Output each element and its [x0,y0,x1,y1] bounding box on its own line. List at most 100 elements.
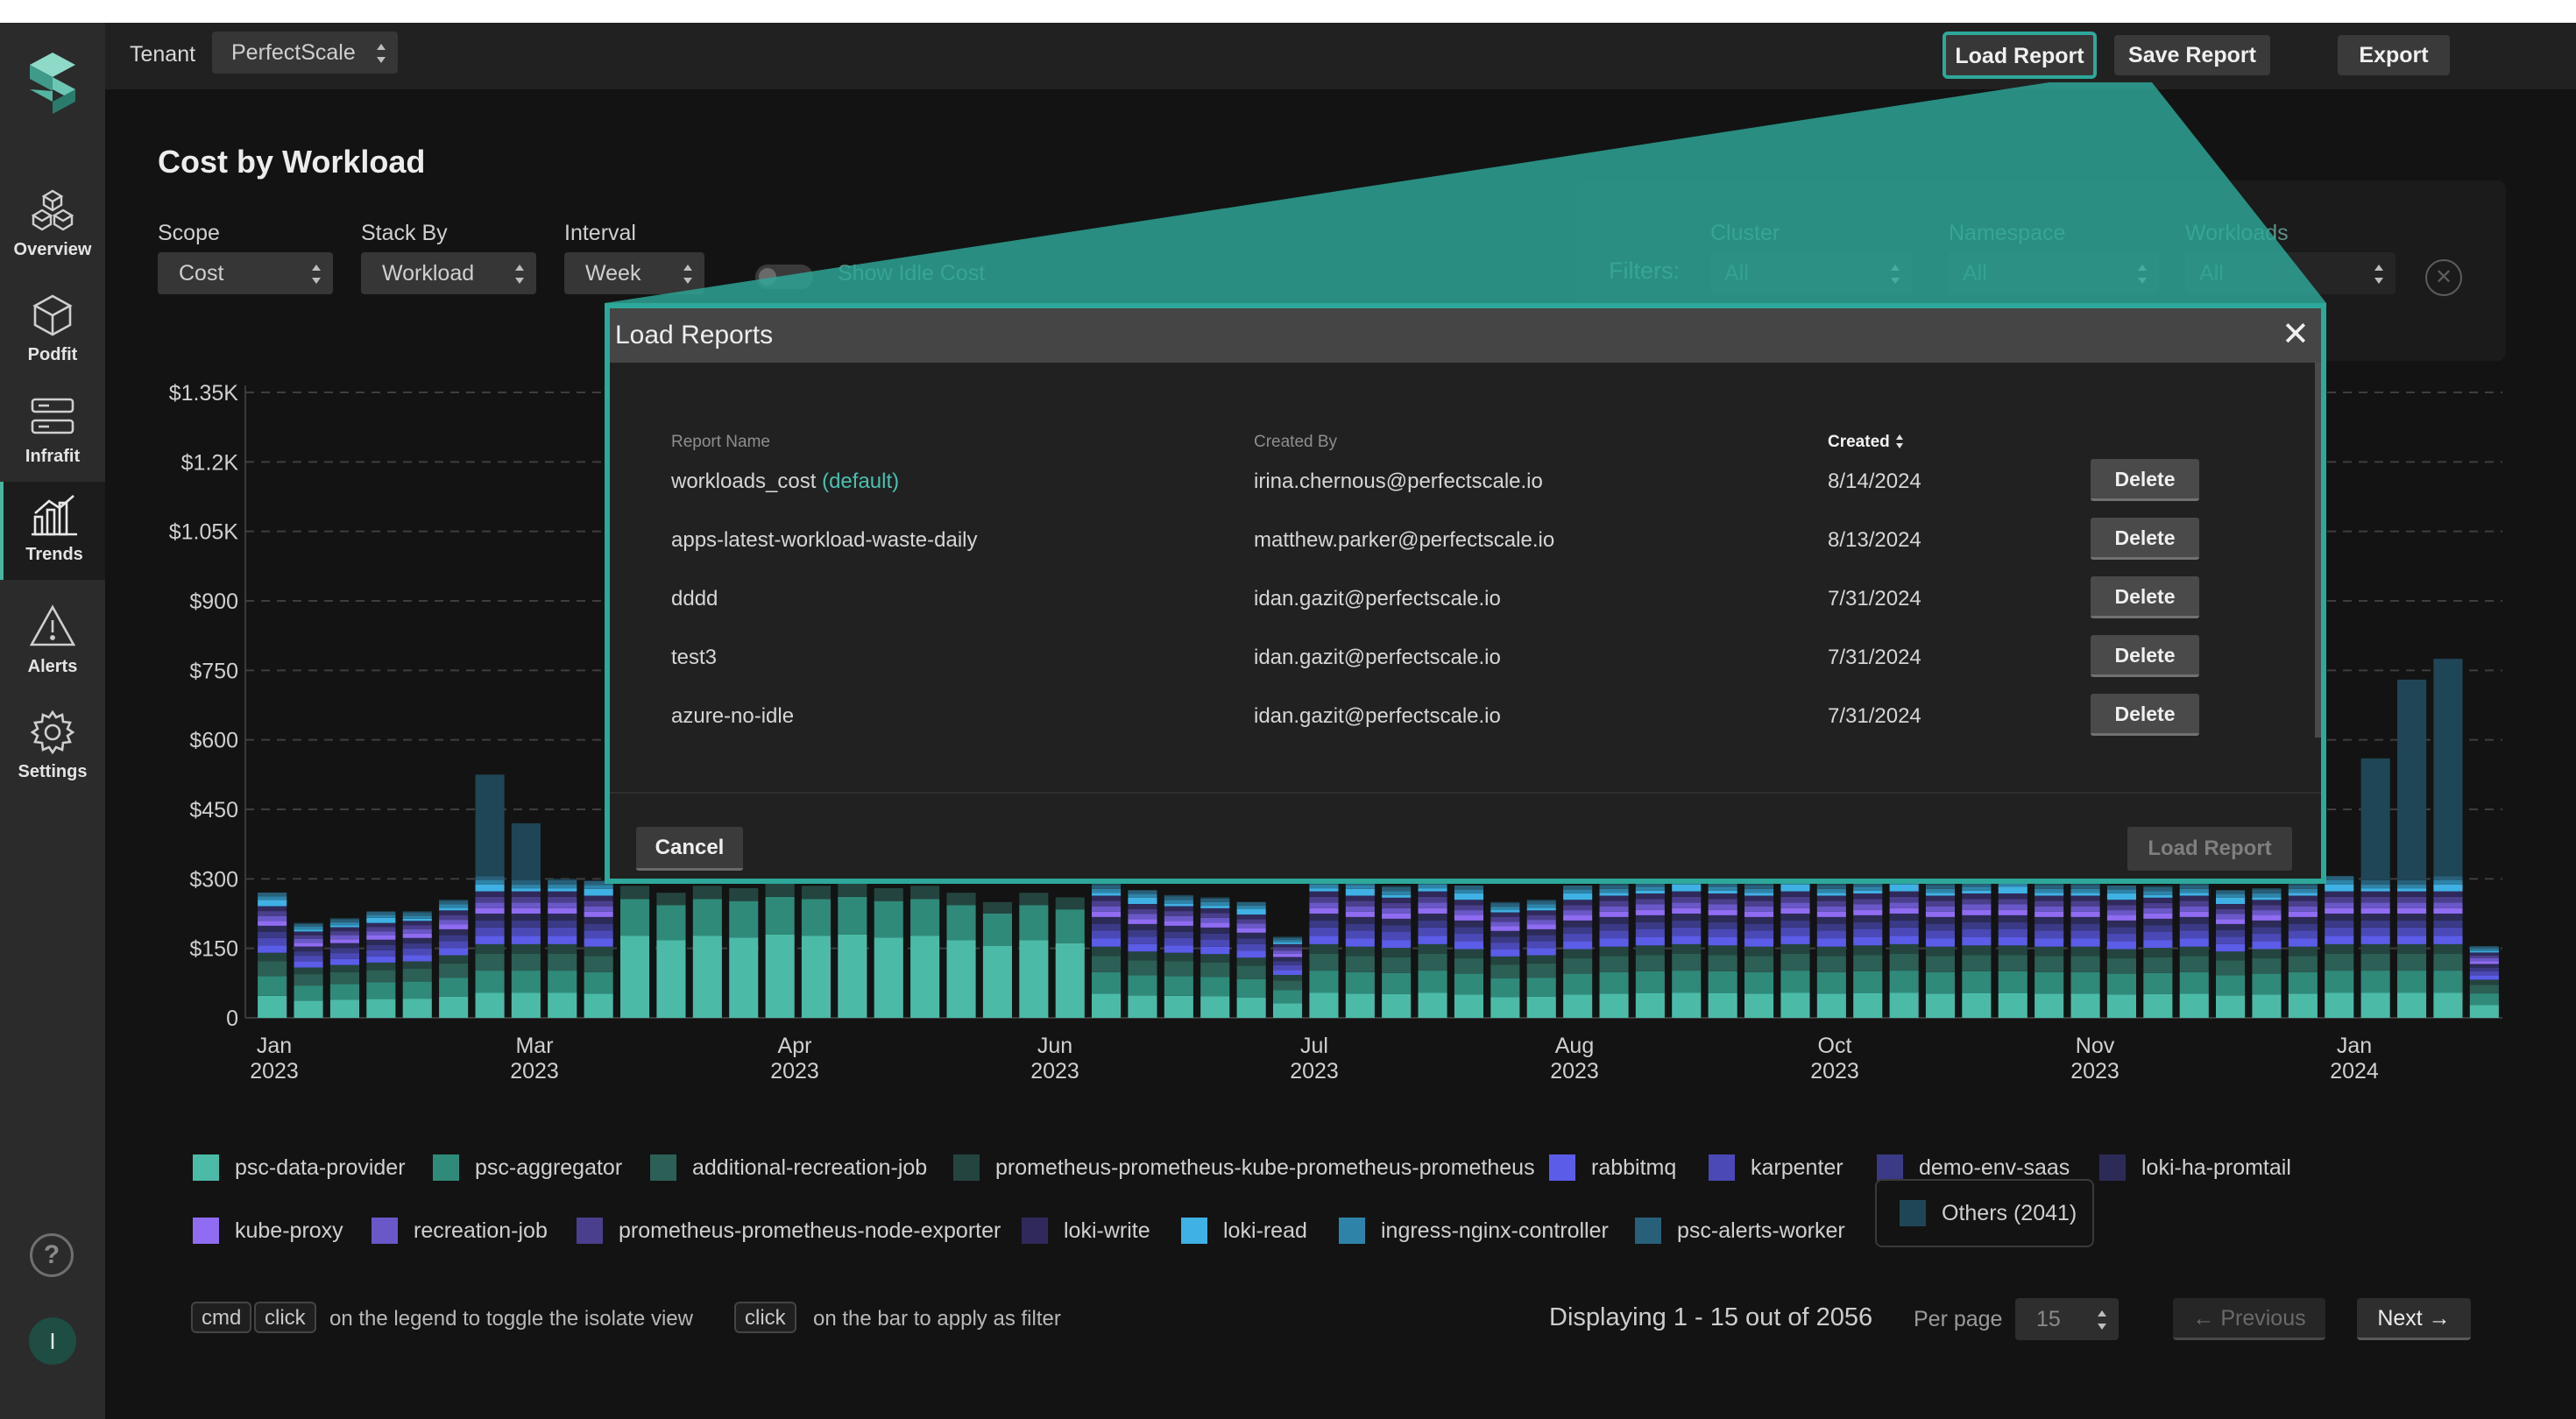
bar-segment [1055,897,1085,910]
legend-item[interactable]: karpenter [1709,1154,1844,1181]
bar-segment [2360,971,2390,993]
save-report-button[interactable]: Save Report [2114,35,2270,75]
legend-item[interactable]: psc-alerts-worker [1635,1218,1845,1244]
bar-segment [1454,885,1483,890]
bar-segment [475,879,505,885]
bar-segment [1635,928,1665,937]
report-name-cell[interactable]: workloads_cost (default) [671,469,899,494]
bar-segment [1273,953,1303,957]
bar-segment [2252,973,2282,995]
previous-page-button[interactable]: ← Previous [2173,1298,2325,1340]
bar-segment [2469,961,2499,964]
bar-segment [475,876,505,880]
tenant-select-value: PerfectScale [231,40,356,65]
legend-item[interactable]: demo-env-saas [1877,1154,2070,1181]
bar-segment [1418,891,1447,897]
report-name-cell[interactable]: apps-latest-workload-waste-daily [671,528,977,553]
legend-item[interactable]: loki-ha-promtail [2099,1154,2291,1181]
per-page-select[interactable]: 15 [2015,1298,2119,1340]
help-button[interactable]: ? [30,1233,74,1277]
delete-report-button[interactable]: Delete [2091,694,2199,736]
legend-item[interactable]: psc-data-provider [193,1154,406,1181]
legend-item[interactable]: prometheus-prometheus-kube-prometheus-pr… [953,1154,1535,1181]
bar-segment [1418,920,1447,928]
sidebar-item-overview[interactable]: Overview [0,177,105,275]
legend-item[interactable]: rabbitmq [1549,1154,1676,1181]
bar-segment [1236,932,1266,939]
cancel-button[interactable]: Cancel [636,827,743,871]
report-name-cell[interactable]: test3 [671,646,717,670]
bar-segment [1345,900,1375,907]
bar-segment [1200,977,1230,997]
legend-item[interactable]: additional-recreation-job [650,1154,927,1181]
delete-report-button[interactable]: Delete [2091,576,2199,618]
bar-segment [1418,914,1447,921]
sidebar-item-settings[interactable]: Settings [0,699,105,797]
scope-select[interactable]: Cost [158,252,333,294]
bar-segment [1853,915,1883,922]
legend-item[interactable]: kube-proxy [193,1218,343,1244]
load-report-submit-button[interactable]: Load Report [2127,827,2292,871]
bar-segment [946,940,976,1018]
legend-item[interactable]: loki-read [1181,1218,1307,1244]
bar-segment [2143,886,2173,887]
legend-item[interactable]: prometheus-prometheus-node-exporter [577,1218,1001,1244]
legend-item[interactable]: recreation-job [372,1218,548,1244]
bar-segment [2288,906,2318,912]
bar-segment [2433,879,2463,885]
bar-segment [1962,904,1992,910]
bar-segment [1309,992,1339,1018]
bar-segment [1635,945,1665,956]
bar-segment [1490,964,1520,979]
bar-segment [1889,927,1919,936]
delete-report-button[interactable]: Delete [2091,518,2199,560]
close-icon[interactable]: ✕ [2282,316,2310,353]
perfectscale-logo-icon[interactable] [26,51,79,114]
sidebar-item-alerts[interactable]: Alerts [0,594,105,692]
bar-segment [1889,914,1919,921]
legend-label: prometheus-prometheus-node-exporter [619,1218,1001,1243]
legend-item-others[interactable]: Others (2041) [1875,1179,2094,1247]
sidebar-item-label: Infrafit [25,447,81,466]
modal-scrollbar[interactable] [2315,363,2321,738]
bar-segment [2325,907,2354,914]
bar-segment [1744,971,1774,994]
bar-segment [1309,891,1339,897]
delete-report-button[interactable]: Delete [2091,635,2199,677]
bar-segment [1925,971,1955,994]
export-button[interactable]: Export [2338,35,2450,75]
clear-filters-icon[interactable]: ✕ [2425,259,2462,296]
bar-segment [2433,884,2463,892]
load-report-button[interactable]: Load Report [1943,32,2097,79]
created-date-cell: 8/14/2024 [1828,469,1921,493]
next-page-button[interactable]: Next → [2357,1298,2471,1340]
sidebar-item-trends[interactable]: Trends [0,482,105,580]
bar-segment [1889,897,1919,903]
delete-report-button[interactable]: Delete [2091,459,2199,501]
bar-segment [1998,899,2028,905]
bar-segment [1816,946,1846,957]
bar-stack [584,880,613,1018]
bar-segment [294,922,323,924]
legend-item[interactable]: loki-write [1022,1218,1150,1244]
sidebar-item-podfit[interactable]: Podfit [0,282,105,380]
bar-segment [1092,911,1122,917]
legend-item[interactable]: psc-aggregator [433,1154,622,1181]
tenant-select[interactable]: PerfectScale [212,32,398,74]
stack-by-select[interactable]: Workload [361,252,536,294]
bar-segment [1309,971,1339,993]
sidebar-item-infrafit[interactable]: Infrafit [0,384,105,482]
report-name-cell[interactable]: dddd [671,587,718,611]
avatar[interactable]: I [29,1317,76,1365]
bar-segment [1599,956,1629,972]
report-name-cell[interactable]: azure-no-idle [671,704,794,729]
bar-segment [1672,907,1702,914]
bar-segment [1962,915,1992,922]
column-header-created[interactable]: Created [1828,433,1904,452]
bar-segment [366,982,396,999]
bar-segment [402,911,432,913]
bar-segment [258,937,287,946]
bar-segment [1853,928,1883,937]
legend-item[interactable]: ingress-nginx-controller [1339,1218,1609,1244]
select-arrows-icon [2374,265,2383,284]
